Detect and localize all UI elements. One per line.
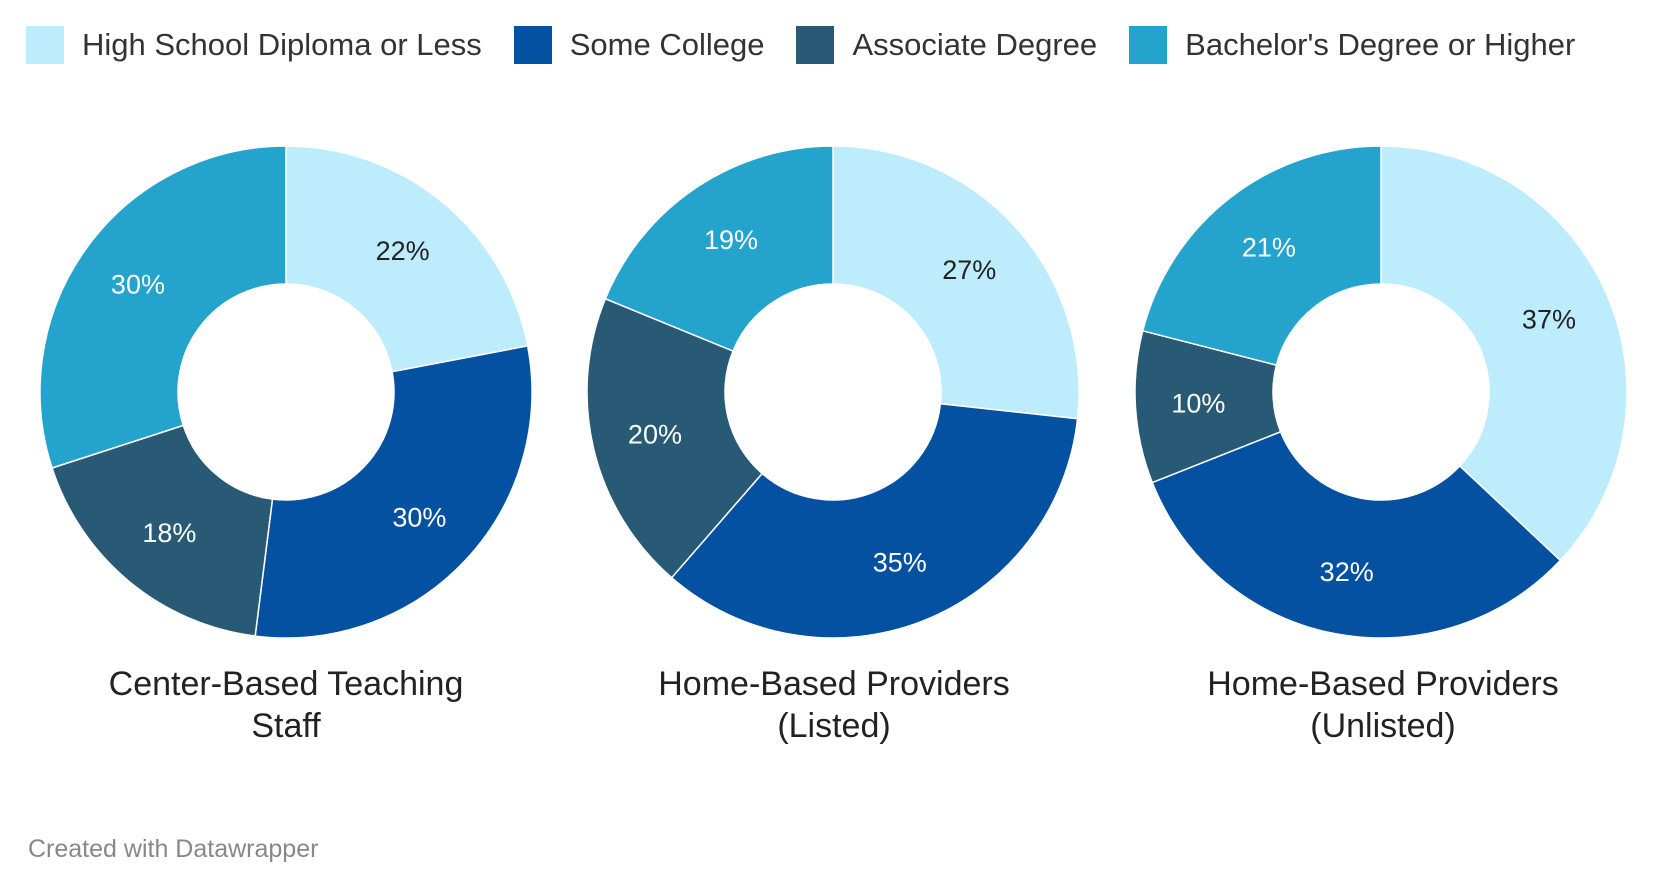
slice-home-unlisted-some-college <box>1151 430 1562 639</box>
legend-item-associate: Associate Degree <box>796 26 1097 64</box>
slice-label-home-listed-high-school: 27% <box>942 255 996 285</box>
chart-title-home-listed: Home-Based Providers (Listed) <box>658 665 1010 745</box>
slice-label-center-based-associate: 18% <box>142 518 196 548</box>
slice-label-home-listed-some-college: 35% <box>873 547 927 577</box>
slice-label-home-listed-bachelors: 19% <box>704 225 758 255</box>
slice-home-listed-some-college <box>670 402 1079 639</box>
slice-center-based-some-college <box>254 345 533 639</box>
slice-home-listed-bachelors <box>604 145 834 353</box>
legend-label-some-college: Some College <box>569 27 765 62</box>
legend: High School Diploma or Less Some College… <box>26 26 1607 64</box>
slice-label-home-unlisted-bachelors: 21% <box>1242 232 1296 262</box>
legend-swatch-high-school <box>26 26 64 64</box>
chart-title-center-based: Center-Based Teaching Staff <box>108 665 464 745</box>
slice-home-listed-high-school <box>832 145 1080 420</box>
legend-swatch-bachelors <box>1129 26 1168 64</box>
legend-item-high-school: High School Diploma or Less <box>26 26 482 64</box>
slice-label-home-unlisted-some-college: 32% <box>1320 557 1374 587</box>
credit-text: Created with Datawrapper <box>28 835 319 863</box>
slice-home-unlisted-high-school <box>1380 145 1628 562</box>
slice-home-unlisted-bachelors <box>1141 145 1382 367</box>
slice-label-center-based-bachelors: 30% <box>111 269 165 299</box>
slice-center-based-bachelors <box>39 145 287 469</box>
chart-title-home-unlisted: Home-Based Providers (Unlisted) <box>1207 665 1559 745</box>
slice-label-center-based-high-school: 22% <box>376 236 430 266</box>
legend-item-bachelors: Bachelor's Degree or Higher <box>1129 26 1575 64</box>
legend-swatch-associate <box>796 26 835 64</box>
slice-label-home-unlisted-associate: 10% <box>1171 388 1225 418</box>
legend-label-high-school: High School Diploma or Less <box>82 27 482 62</box>
slice-label-center-based-some-college: 30% <box>392 502 446 532</box>
slice-center-based-associate <box>51 424 274 637</box>
legend-label-bachelors: Bachelor's Degree or Higher <box>1185 27 1576 62</box>
legend-label-associate: Associate Degree <box>852 27 1098 62</box>
slice-home-listed-associate <box>586 297 764 579</box>
legend-item-some-college: Some College <box>513 26 765 64</box>
slice-label-home-listed-associate: 20% <box>628 419 682 449</box>
slice-center-based-high-school <box>285 145 529 373</box>
slice-label-home-unlisted-high-school: 37% <box>1522 304 1576 334</box>
legend-swatch-some-college <box>513 26 552 64</box>
